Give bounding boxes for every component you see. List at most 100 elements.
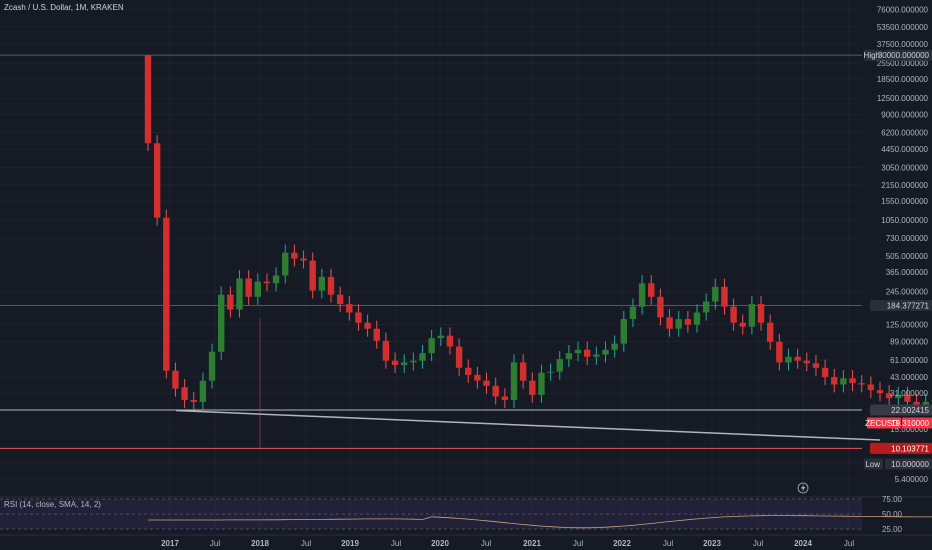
candle[interactable]: [144, 55, 152, 152]
candle[interactable]: [803, 352, 810, 372]
price-axis[interactable]: 76000.000000 53500.000000 37500.000000 2550…: [864, 6, 932, 485]
candle[interactable]: [794, 348, 801, 369]
candle[interactable]: [510, 354, 518, 408]
candle[interactable]: [547, 363, 554, 381]
candle[interactable]: [401, 354, 408, 374]
candle[interactable]: [584, 341, 591, 365]
candle[interactable]: [492, 377, 499, 405]
candle[interactable]: [318, 268, 326, 299]
candle[interactable]: [867, 376, 875, 399]
candle[interactable]: [895, 386, 902, 407]
candle[interactable]: [355, 304, 362, 331]
candle[interactable]: [199, 372, 207, 410]
candle[interactable]: [446, 327, 454, 355]
candle[interactable]: [519, 354, 527, 389]
candle[interactable]: [474, 366, 481, 389]
candle[interactable]: [602, 341, 609, 363]
candle[interactable]: [419, 345, 426, 369]
candle[interactable]: [785, 348, 792, 371]
candle[interactable]: [364, 314, 371, 337]
candle[interactable]: [748, 295, 756, 335]
candle[interactable]: [666, 309, 673, 337]
candle[interactable]: [172, 362, 179, 397]
candle[interactable]: [245, 270, 252, 305]
svg-text:30000.000000: 30000.000000: [878, 51, 930, 60]
candle[interactable]: [327, 268, 335, 303]
candle-body: [455, 346, 463, 368]
candle[interactable]: [629, 298, 637, 328]
candle-body: [712, 286, 719, 302]
candle[interactable]: [812, 355, 820, 376]
candle[interactable]: [501, 388, 509, 408]
candle[interactable]: [300, 250, 307, 269]
candle[interactable]: [346, 295, 353, 321]
time-axis[interactable]: 2017 Jul 2018 Jul 2019 Jul 2020 Jul 2021 Jul 2022 J…: [0, 534, 932, 548]
candle[interactable]: [776, 333, 783, 371]
candle[interactable]: [208, 343, 216, 389]
candle[interactable]: [153, 135, 161, 226]
candle[interactable]: [721, 278, 728, 315]
candle[interactable]: [611, 335, 618, 358]
candle[interactable]: [876, 381, 884, 402]
candle[interactable]: [675, 310, 682, 337]
candle[interactable]: [767, 314, 774, 350]
candle[interactable]: [574, 341, 582, 362]
candle[interactable]: [648, 275, 655, 305]
candle[interactable]: [821, 359, 829, 386]
candle[interactable]: [620, 310, 627, 352]
candle[interactable]: [831, 368, 838, 393]
candles[interactable]: [144, 55, 932, 424]
candle-body: [282, 252, 289, 276]
candle[interactable]: [218, 286, 225, 360]
candle[interactable]: [190, 391, 197, 410]
candle[interactable]: [236, 270, 243, 318]
candle[interactable]: [840, 370, 847, 393]
candle[interactable]: [227, 286, 234, 318]
candle[interactable]: [556, 350, 563, 380]
candle[interactable]: [593, 346, 600, 365]
candle[interactable]: [712, 278, 719, 310]
candle[interactable]: [684, 310, 692, 333]
candle-body: [812, 363, 820, 368]
lightning-icon[interactable]: [797, 482, 809, 494]
candle[interactable]: [885, 385, 893, 407]
candle[interactable]: [455, 338, 463, 376]
candle[interactable]: [638, 275, 646, 315]
candle[interactable]: [263, 273, 271, 292]
trend-line[interactable]: [175, 409, 881, 441]
candle[interactable]: [465, 359, 472, 383]
price-tick-label: 365.000000: [886, 268, 929, 277]
candle[interactable]: [254, 273, 261, 305]
candle[interactable]: [730, 298, 737, 331]
candle[interactable]: [483, 372, 490, 394]
candle[interactable]: [272, 267, 280, 292]
candle[interactable]: [565, 345, 573, 368]
candle-body: [821, 367, 829, 378]
candle[interactable]: [309, 252, 316, 299]
candle[interactable]: [739, 314, 746, 335]
candle[interactable]: [657, 288, 664, 326]
candle[interactable]: [410, 352, 417, 371]
candle[interactable]: [291, 244, 298, 267]
candle[interactable]: [538, 364, 545, 403]
candle[interactable]: [858, 375, 865, 393]
candle[interactable]: [702, 293, 710, 321]
candle[interactable]: [437, 327, 444, 347]
candle[interactable]: [282, 244, 289, 284]
candle-body: [831, 377, 838, 385]
candle[interactable]: [428, 330, 435, 362]
candle[interactable]: [382, 332, 390, 369]
candle[interactable]: [757, 295, 765, 331]
candle[interactable]: [163, 209, 170, 379]
grid: [0, 0, 862, 532]
high-label-badge: High: [864, 49, 883, 61]
candle[interactable]: [336, 286, 344, 313]
candle[interactable]: [529, 372, 536, 403]
candle[interactable]: [849, 370, 856, 392]
candle[interactable]: [181, 379, 188, 408]
svg-text:High: High: [864, 51, 880, 60]
candle[interactable]: [373, 320, 380, 349]
candle[interactable]: [391, 352, 399, 374]
candle[interactable]: [693, 304, 701, 333]
